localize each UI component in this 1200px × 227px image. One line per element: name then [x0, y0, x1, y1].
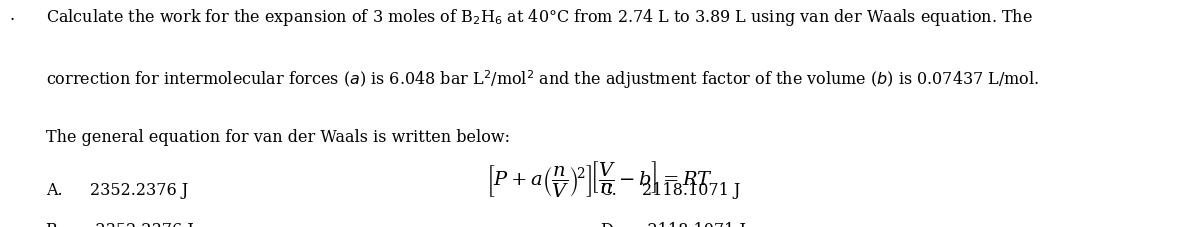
Text: B.: B. [46, 222, 62, 227]
Text: D.: D. [600, 222, 617, 227]
Text: 2352.2376 J: 2352.2376 J [90, 182, 188, 199]
Text: C.: C. [600, 182, 617, 199]
Text: correction for intermolecular forces ($a$) is 6.048 bar L$^2$/mol$^2$ and the ad: correction for intermolecular forces ($a… [46, 68, 1039, 91]
Text: The general equation for van der Waals is written below:: The general equation for van der Waals i… [46, 129, 510, 146]
Text: -2352.2376 J: -2352.2376 J [90, 222, 193, 227]
Text: -2118.1071 J: -2118.1071 J [642, 222, 746, 227]
Text: .: . [10, 7, 14, 24]
Text: Calculate the work for the expansion of 3 moles of B$_2$H$_6$ at 40°C from 2.74 : Calculate the work for the expansion of … [46, 7, 1032, 28]
Text: 2118.1071 J: 2118.1071 J [642, 182, 740, 199]
Text: $\left[P + a\left(\dfrac{n}{V}\right)^{\!2}\right]\!\left[\dfrac{V}{n} - b\right: $\left[P + a\left(\dfrac{n}{V}\right)^{\… [486, 159, 714, 199]
Text: A.: A. [46, 182, 62, 199]
